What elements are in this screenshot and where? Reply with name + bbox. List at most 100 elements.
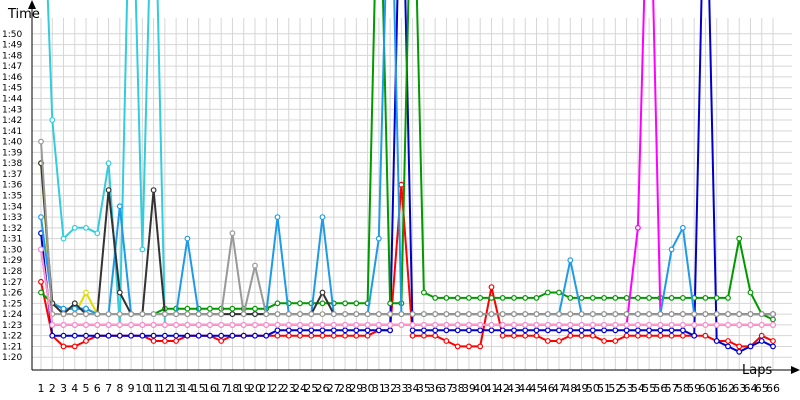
data-point — [308, 311, 315, 318]
data-point — [218, 311, 225, 318]
y-tick-label: 1:42 — [2, 116, 22, 126]
data-point — [364, 327, 371, 334]
data-point — [421, 311, 427, 318]
x-tick-label: 53 — [620, 382, 634, 395]
data-point — [353, 311, 360, 318]
data-point — [443, 311, 450, 318]
x-tick-label: 56 — [653, 382, 667, 395]
x-tick-label: 16 — [203, 382, 217, 395]
y-tick-label: 1:37 — [2, 170, 22, 180]
data-point — [150, 187, 157, 194]
data-point — [398, 311, 405, 318]
data-point — [60, 235, 67, 242]
data-point — [161, 332, 168, 339]
data-point — [71, 322, 78, 328]
x-tick-label: 24 — [293, 382, 307, 395]
data-point — [544, 338, 551, 344]
data-point — [623, 332, 630, 339]
data-point — [511, 327, 517, 334]
data-point — [635, 327, 641, 334]
x-tick-label: 30 — [361, 382, 375, 395]
y-tick-label: 1:33 — [2, 213, 22, 223]
data-point — [589, 322, 596, 328]
data-point — [342, 311, 349, 318]
data-point — [702, 295, 709, 301]
x-tick-label: 59 — [687, 382, 701, 395]
data-point — [342, 322, 349, 328]
data-point — [206, 311, 213, 318]
data-point — [83, 332, 89, 339]
data-point — [499, 311, 506, 318]
data-point — [398, 181, 405, 188]
y-tick-label: 1:21 — [2, 342, 22, 352]
data-point — [252, 305, 258, 312]
data-point — [297, 332, 303, 339]
data-point — [83, 289, 89, 296]
data-point — [409, 322, 416, 328]
data-point — [646, 332, 652, 339]
data-point — [38, 214, 44, 221]
data-point — [488, 327, 495, 334]
data-point — [218, 338, 225, 344]
x-tick-label: 32 — [383, 382, 397, 395]
series-11 — [38, 246, 776, 328]
data-point — [567, 332, 574, 339]
y-tick-label: 1:43 — [2, 105, 22, 115]
data-point — [105, 332, 112, 339]
data-point — [128, 332, 135, 339]
series-lines — [38, 0, 776, 355]
x-tick-label: 20 — [248, 382, 262, 395]
y-tick-label: 1:45 — [2, 84, 22, 94]
data-point — [556, 327, 562, 334]
data-point — [161, 311, 168, 318]
data-point — [274, 214, 281, 221]
x-tick-label: 14 — [180, 382, 194, 395]
x-tick-label: 12 — [158, 382, 172, 395]
data-point — [736, 348, 743, 355]
data-point — [218, 332, 225, 339]
data-point — [364, 322, 371, 328]
data-point — [195, 322, 202, 328]
data-point — [229, 305, 236, 312]
data-point — [612, 295, 619, 301]
data-point — [432, 322, 439, 328]
data-point — [319, 214, 326, 221]
data-point — [139, 332, 146, 339]
data-point — [71, 343, 78, 350]
data-point — [758, 338, 765, 344]
data-point — [477, 343, 484, 350]
y-tick-label: 1:46 — [2, 73, 22, 83]
x-tick-label: 17 — [214, 382, 228, 395]
data-point — [702, 311, 709, 318]
data-point — [578, 327, 585, 334]
data-point — [567, 322, 574, 328]
data-point — [488, 322, 495, 328]
data-point — [173, 338, 180, 344]
y-tick-label: 1:26 — [2, 289, 22, 299]
data-point — [150, 322, 157, 328]
data-point — [589, 332, 596, 339]
data-point — [680, 311, 686, 318]
y-axis-title: Time — [7, 7, 40, 22]
x-axis-arrow — [791, 366, 800, 374]
data-point — [623, 322, 630, 328]
data-point — [770, 316, 776, 323]
data-point — [71, 332, 78, 339]
data-point — [691, 332, 698, 339]
x-tick-label: 43 — [507, 382, 521, 395]
data-point — [612, 327, 619, 334]
data-point — [454, 322, 461, 328]
data-point — [556, 338, 562, 344]
data-point — [240, 322, 247, 328]
data-point — [713, 322, 720, 328]
data-point — [375, 311, 382, 318]
x-tick-label: 60 — [698, 382, 712, 395]
data-point — [94, 230, 101, 237]
data-point — [229, 311, 236, 318]
data-point — [409, 327, 416, 334]
data-point — [274, 322, 281, 328]
data-point — [60, 332, 67, 339]
x-tick-label: 63 — [732, 382, 746, 395]
data-point — [105, 160, 112, 167]
